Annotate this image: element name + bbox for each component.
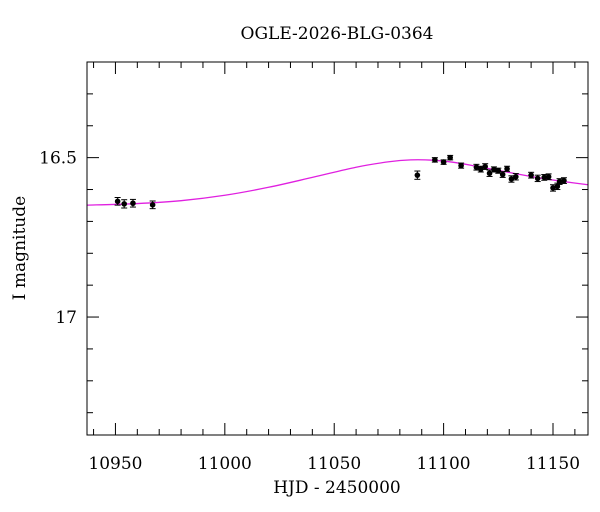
chart-title: OGLE-2026-BLG-0364: [241, 24, 434, 44]
data-point: [508, 175, 515, 183]
axes: 10950 11000 11050 11100 11150 16.5 17: [39, 61, 588, 474]
data-point: [482, 163, 489, 170]
data-marker: [440, 159, 447, 165]
x-tick-label: 11000: [198, 454, 252, 474]
data-point: [549, 184, 556, 192]
data-point: [447, 154, 454, 161]
data-marker: [486, 170, 493, 177]
data-point: [440, 159, 447, 165]
data-point: [528, 171, 535, 179]
data-marker: [130, 200, 136, 207]
x-axis-label: HJD - 2450000: [273, 478, 401, 498]
data-marker: [528, 172, 534, 178]
data-points-layer: [114, 154, 567, 210]
data-marker: [458, 162, 464, 169]
data-point: [499, 171, 506, 178]
x-tick-label: 10950: [88, 454, 142, 474]
data-marker: [561, 177, 567, 184]
data-point: [504, 165, 511, 172]
data-marker: [513, 173, 519, 180]
data-point: [534, 174, 541, 183]
data-point: [121, 199, 128, 209]
data-point: [431, 157, 438, 163]
data-point: [556, 178, 563, 185]
x-tick-label: 11050: [307, 454, 361, 474]
data-marker: [495, 167, 502, 174]
data-marker: [545, 173, 552, 180]
data-point: [560, 177, 567, 184]
data-marker: [432, 157, 438, 163]
data-marker: [447, 154, 453, 161]
data-marker: [114, 198, 121, 205]
data-marker: [121, 201, 127, 207]
data-point: [512, 173, 519, 181]
data-marker: [482, 163, 488, 170]
data-point: [149, 200, 156, 210]
data-point: [129, 198, 136, 208]
data-marker: [149, 202, 156, 208]
data-marker: [541, 174, 548, 181]
data-point: [414, 170, 421, 180]
data-point: [541, 174, 548, 181]
data-marker: [554, 183, 561, 190]
data-marker: [556, 178, 563, 185]
data-marker: [414, 172, 421, 178]
model-curve: [86, 159, 589, 206]
y-axis-label: I magnitude: [10, 196, 30, 300]
data-marker: [534, 175, 541, 182]
data-point: [545, 173, 552, 181]
x-tick-label: 11150: [526, 454, 580, 474]
plot-frame: [86, 61, 589, 436]
y-tick-label: 16.5: [39, 149, 77, 169]
x-tick-label: 11100: [417, 454, 471, 474]
data-point: [458, 162, 465, 169]
data-point: [114, 196, 121, 206]
data-marker: [504, 165, 510, 172]
y-tick-label: 17: [55, 308, 77, 328]
data-marker: [477, 166, 484, 172]
data-marker: [499, 171, 506, 178]
model-curve-layer: [86, 159, 589, 206]
